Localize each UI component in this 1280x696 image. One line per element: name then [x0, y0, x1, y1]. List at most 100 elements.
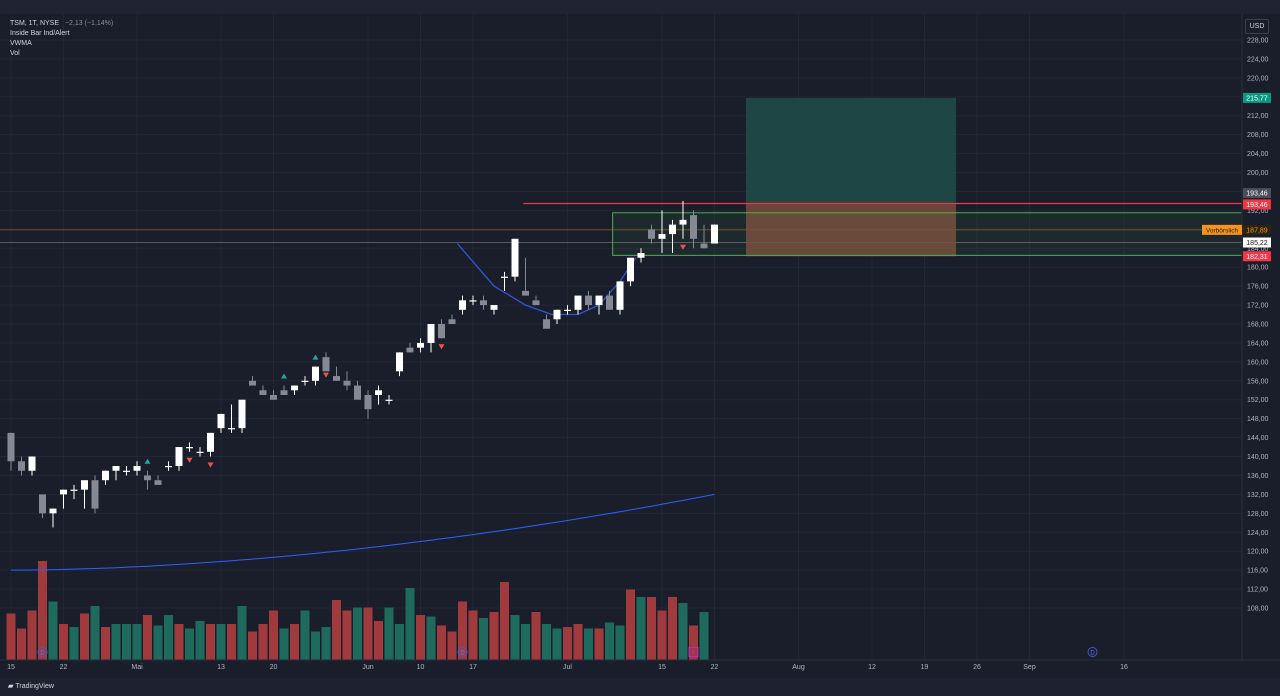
candle-body[interactable] — [417, 342, 424, 348]
candle-body[interactable] — [280, 390, 288, 395]
volume-bar — [321, 627, 331, 660]
candle-body[interactable] — [490, 305, 498, 310]
candle-body[interactable] — [165, 466, 172, 468]
candle-body[interactable] — [39, 494, 46, 514]
target-zone[interactable] — [746, 97, 956, 204]
time-marker-label: D — [460, 651, 465, 657]
consolidation-box[interactable] — [612, 212, 1243, 256]
volume-bar — [647, 597, 656, 660]
candle-body[interactable] — [616, 281, 624, 310]
candle-body[interactable] — [606, 295, 613, 310]
tradingview-logo[interactable]: ▰ TradingView — [8, 682, 54, 690]
candle-body[interactable] — [207, 432, 214, 452]
candle-body[interactable] — [679, 219, 687, 225]
dividend-marker[interactable] — [37, 647, 48, 657]
candle-body[interactable] — [574, 295, 582, 310]
candle-body[interactable] — [186, 447, 193, 449]
candle-body[interactable] — [217, 413, 225, 429]
candle-body[interactable] — [81, 480, 88, 490]
legend-indicator-vwma[interactable]: VWMA — [10, 40, 32, 47]
candle-body[interactable] — [18, 461, 25, 471]
candle-body[interactable] — [28, 456, 36, 471]
candle-body[interactable] — [60, 489, 67, 495]
candle-body[interactable] — [459, 300, 466, 310]
candle-body[interactable] — [669, 224, 676, 235]
volume-bar — [143, 615, 152, 660]
candle-body[interactable] — [375, 390, 382, 395]
candle-body[interactable] — [595, 295, 603, 306]
legend-indicator-inside-bar[interactable]: Inside Bar Ind/Alert — [10, 30, 70, 37]
price-chart[interactable]: 228,00224,00220,00216,00212,00208,00204,… — [0, 0, 1280, 678]
candle-body[interactable] — [196, 451, 204, 453]
candle-body[interactable] — [354, 385, 361, 400]
candle-body[interactable] — [543, 319, 550, 329]
candle-body[interactable] — [658, 234, 666, 239]
candle-body[interactable] — [364, 395, 372, 410]
candle-body[interactable] — [7, 432, 15, 462]
candle-body[interactable] — [333, 376, 340, 381]
candle-body[interactable] — [291, 385, 298, 391]
candle-body[interactable] — [648, 229, 655, 239]
x-tick-label: 22 — [711, 664, 719, 671]
candle-body[interactable] — [480, 300, 487, 306]
earnings-marker[interactable] — [688, 647, 699, 657]
volume-bar — [458, 601, 467, 660]
y-tick-label: 112,00 — [1247, 587, 1268, 594]
candle-body[interactable] — [522, 290, 529, 296]
candle-body[interactable] — [144, 475, 151, 481]
candle-body[interactable] — [343, 380, 351, 386]
candle-body[interactable] — [301, 380, 309, 382]
candle-body[interactable] — [123, 470, 130, 472]
inside-bar-down-marker — [207, 462, 214, 468]
candle-body[interactable] — [406, 347, 414, 353]
y-tick-label: 136,00 — [1247, 473, 1269, 480]
candle-body[interactable] — [175, 447, 183, 466]
candle-body[interactable] — [91, 480, 99, 509]
candle-body[interactable] — [238, 399, 246, 429]
volume-bar — [132, 624, 142, 660]
candle-body[interactable] — [501, 276, 508, 278]
volume-bar — [80, 613, 89, 660]
candle-body[interactable] — [690, 215, 697, 239]
candle-body[interactable] — [270, 395, 277, 400]
candle-body[interactable] — [637, 253, 645, 258]
candle-body[interactable] — [469, 300, 477, 302]
candle-body[interactable] — [585, 295, 592, 306]
volume-bar — [69, 627, 79, 660]
inside-bar-down-marker — [323, 372, 329, 378]
candle-body[interactable] — [553, 309, 561, 320]
candle-body[interactable] — [385, 399, 393, 401]
candle-body[interactable] — [427, 324, 435, 343]
candle-body[interactable] — [49, 508, 57, 514]
x-tick-label: 16 — [1120, 664, 1128, 671]
candle-body[interactable] — [532, 300, 540, 306]
x-tick-label: 22 — [60, 664, 68, 671]
candle-body[interactable] — [322, 357, 330, 372]
currency-button[interactable]: USD — [1245, 19, 1269, 34]
candle-body[interactable] — [133, 466, 141, 471]
candle-body[interactable] — [312, 366, 319, 381]
candle-body[interactable] — [70, 489, 78, 491]
candle-body[interactable] — [627, 257, 634, 282]
dividend-marker[interactable] — [1087, 647, 1098, 657]
dividend-marker[interactable] — [457, 647, 468, 657]
volume-bar — [689, 625, 698, 660]
candle-body[interactable] — [102, 470, 109, 481]
candle-body[interactable] — [564, 309, 571, 311]
candle-body[interactable] — [448, 319, 456, 324]
y-tick-label: 156,00 — [1247, 378, 1269, 385]
candle-body[interactable] — [396, 352, 403, 372]
candle-body[interactable] — [259, 390, 267, 395]
candle-body[interactable] — [112, 466, 120, 471]
x-tick-label: 26 — [973, 664, 981, 671]
y-tick-label: 140,00 — [1247, 454, 1269, 461]
legend-symbol-row[interactable]: TSM, 1T, NYSE −2,13 (−1,14%) — [10, 19, 113, 29]
candle-body[interactable] — [711, 224, 718, 244]
candle-body[interactable] — [228, 428, 235, 430]
legend-indicator-vol[interactable]: Vol — [10, 50, 20, 57]
candle-body[interactable] — [154, 480, 162, 485]
candle-body[interactable] — [700, 243, 708, 249]
candle-body[interactable] — [249, 380, 256, 386]
candle-body[interactable] — [511, 238, 519, 277]
candle-body[interactable] — [438, 324, 445, 339]
